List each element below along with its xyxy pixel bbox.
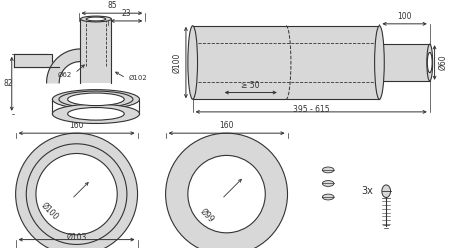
Text: Ø99: Ø99 <box>198 207 216 224</box>
Text: Ø62: Ø62 <box>58 72 72 78</box>
Ellipse shape <box>428 53 432 73</box>
Ellipse shape <box>427 44 432 81</box>
Text: 85: 85 <box>107 1 117 10</box>
Ellipse shape <box>68 93 124 106</box>
Ellipse shape <box>188 26 198 99</box>
Text: 395 - 615: 395 - 615 <box>293 105 329 114</box>
Text: Ø100: Ø100 <box>172 52 181 73</box>
Ellipse shape <box>322 167 334 173</box>
Ellipse shape <box>188 155 265 233</box>
Bar <box>193 26 379 99</box>
Text: 23: 23 <box>122 9 131 18</box>
Ellipse shape <box>322 194 334 200</box>
Ellipse shape <box>374 26 384 99</box>
Text: Ø100: Ø100 <box>39 201 60 222</box>
Bar <box>81 19 112 83</box>
Text: 100: 100 <box>397 12 412 21</box>
Ellipse shape <box>36 153 117 235</box>
Ellipse shape <box>52 90 140 109</box>
Ellipse shape <box>382 185 391 197</box>
Text: 3x: 3x <box>361 186 373 196</box>
Text: 160: 160 <box>219 121 234 130</box>
Bar <box>14 54 52 67</box>
Ellipse shape <box>68 108 124 120</box>
Polygon shape <box>47 49 81 83</box>
Ellipse shape <box>166 133 288 249</box>
Text: Ø102: Ø102 <box>129 75 148 81</box>
Text: ≥ 50: ≥ 50 <box>242 81 260 90</box>
Text: Ø103: Ø103 <box>67 233 87 242</box>
Ellipse shape <box>322 181 334 187</box>
Ellipse shape <box>26 144 127 245</box>
Ellipse shape <box>81 16 112 22</box>
Ellipse shape <box>59 91 133 108</box>
Text: Ø60: Ø60 <box>438 55 447 70</box>
Bar <box>14 54 47 67</box>
Ellipse shape <box>52 104 140 124</box>
Text: 160: 160 <box>69 121 84 130</box>
Text: 82: 82 <box>3 79 13 88</box>
Ellipse shape <box>86 17 106 21</box>
Bar <box>379 44 430 81</box>
Ellipse shape <box>16 133 138 249</box>
